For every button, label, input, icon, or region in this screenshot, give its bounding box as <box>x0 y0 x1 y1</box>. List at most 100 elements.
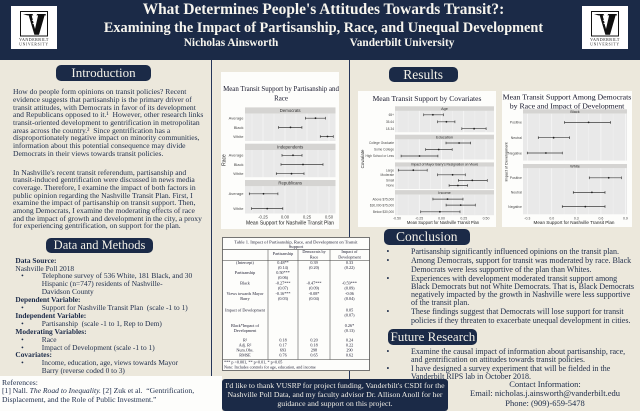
svg-text:$30,000-$75,000: $30,000-$75,000 <box>370 203 394 207</box>
svg-text:0.22: 0.22 <box>346 343 353 348</box>
svg-text:0.50***: 0.50*** <box>276 270 290 275</box>
svg-text:Positive: Positive <box>510 120 522 124</box>
svg-text:0.25: 0.25 <box>460 216 467 220</box>
svg-text:0.20: 0.20 <box>310 338 317 343</box>
svg-text:0.00: 0.00 <box>281 215 290 220</box>
svg-text:Covariate: Covariate <box>360 149 365 168</box>
svg-text:-0.27***: -0.27*** <box>275 281 290 286</box>
svg-text:Mean Transit Support by Partis: Mean Transit Support by Partisanship and <box>223 86 339 93</box>
svg-text:0.0: 0.0 <box>549 216 554 220</box>
svg-text:Democrats: Democrats <box>280 108 301 113</box>
svg-text:(0.04): (0.04) <box>309 296 320 301</box>
svg-text:(0.07): (0.07) <box>278 286 289 291</box>
svg-text:Positive: Positive <box>510 176 522 180</box>
svg-text:Partisanship: Partisanship <box>273 251 293 256</box>
svg-text:-0.59***: -0.59*** <box>342 281 357 286</box>
svg-text:(0.13): (0.13) <box>344 328 355 333</box>
svg-text:White: White <box>233 134 244 139</box>
svg-text:Black: Black <box>240 281 251 286</box>
svg-text:0.9: 0.9 <box>623 216 628 220</box>
svg-text:0.3: 0.3 <box>574 216 579 220</box>
svg-text:693: 693 <box>280 348 286 353</box>
svg-text:None: None <box>386 183 394 187</box>
svg-text:Neutral: Neutral <box>511 190 523 194</box>
svg-text:Average: Average <box>229 191 245 196</box>
svg-text:Age: Age <box>441 107 448 111</box>
svg-text:Negative: Negative <box>508 151 522 155</box>
svg-text:Average: Average <box>229 116 245 121</box>
svg-text:Impact of Mayor Barry’s Resign: Impact of Mayor Barry’s Resignation on V… <box>411 162 479 166</box>
svg-text:0.26*: 0.26* <box>345 323 354 328</box>
svg-text:0.00: 0.00 <box>438 216 445 220</box>
svg-text:Views towards Mayor: Views towards Mayor <box>227 291 265 296</box>
svg-text:Support: Support <box>289 244 304 249</box>
svg-text:Development: Development <box>338 254 361 259</box>
svg-text:High School or Less: High School or Less <box>365 154 394 158</box>
svg-text:65+: 65+ <box>389 113 395 117</box>
svg-text:(0.09): (0.09) <box>309 286 320 291</box>
svg-text:Independents: Independents <box>277 144 303 149</box>
svg-text:College Graduate: College Graduate <box>369 141 394 145</box>
svg-text:Mean Support for Nashville Tra: Mean Support for Nashville Transit Plan <box>407 220 480 225</box>
svg-text:Some College: Some College <box>374 147 394 151</box>
svg-text:UNIVERSITY: UNIVERSITY <box>19 43 49 47</box>
svg-text:Black*Impact of: Black*Impact of <box>231 323 260 328</box>
svg-text:RMSE: RMSE <box>239 353 251 358</box>
svg-text:(Intercept): (Intercept) <box>236 260 254 265</box>
svg-text:(0.14): (0.14) <box>278 265 289 270</box>
svg-text:Race: Race <box>222 154 228 166</box>
svg-text:0.48**: 0.48** <box>277 260 289 265</box>
svg-text:0.76: 0.76 <box>279 353 286 358</box>
svg-text:Average: Average <box>229 153 245 158</box>
svg-text:(0.09): (0.09) <box>344 286 355 291</box>
svg-text:Black: Black <box>234 125 244 130</box>
svg-text:(0.22): (0.22) <box>344 265 355 270</box>
svg-text:0.39: 0.39 <box>310 260 317 265</box>
svg-text:*** p <0.001, ** p<0.01, * p<0: *** p <0.001, ** p<0.01, * p<0.05 <box>224 360 282 366</box>
svg-text:Small: Small <box>386 178 394 182</box>
svg-text:0.18: 0.18 <box>279 338 286 343</box>
svg-text:Development: Development <box>234 328 257 333</box>
svg-text:-0.47***: -0.47*** <box>306 281 321 286</box>
svg-text:(0.04): (0.04) <box>344 296 355 301</box>
svg-text:Neutral: Neutral <box>511 136 523 140</box>
svg-text:Black: Black <box>234 162 244 167</box>
svg-text:298: 298 <box>311 348 317 353</box>
svg-text:0.18: 0.18 <box>310 343 317 348</box>
svg-text:Republicans: Republicans <box>278 181 302 186</box>
svg-text:0.05: 0.05 <box>346 308 353 313</box>
svg-text:Impact of: Impact of <box>341 249 358 254</box>
svg-text:White: White <box>233 171 244 176</box>
svg-text:0.25: 0.25 <box>303 215 312 220</box>
svg-text:White: White <box>233 206 244 211</box>
svg-text:Mean Transit Support by Covari: Mean Transit Support by Covariates <box>373 94 482 103</box>
svg-text:-0.25: -0.25 <box>415 216 423 220</box>
svg-text:Partisanship: Partisanship <box>235 270 255 275</box>
svg-text:0.33: 0.33 <box>346 260 353 265</box>
svg-text:Num.Obs.: Num.Obs. <box>236 348 253 353</box>
svg-text:(0.20): (0.20) <box>309 265 320 270</box>
svg-text:White: White <box>570 164 580 168</box>
svg-text:0.24: 0.24 <box>346 338 354 343</box>
svg-text:Mean Support for Nashville Tra: Mean Support for Nashville Transit Plan <box>534 220 615 225</box>
svg-text:R²: R² <box>243 338 248 343</box>
svg-text:Below $30,000: Below $30,000 <box>373 210 394 214</box>
svg-text:0.6: 0.6 <box>598 216 603 220</box>
svg-text:(0.03): (0.03) <box>278 296 289 301</box>
svg-text:18-34: 18-34 <box>386 126 394 130</box>
svg-text:-0.08*: -0.08* <box>309 291 320 296</box>
svg-text:0.50: 0.50 <box>483 216 490 220</box>
svg-text:Impact of Development: Impact of Development <box>505 141 509 181</box>
svg-text:Mean Support for Nashville Tra: Mean Support for Nashville Transit Plan <box>246 221 334 227</box>
svg-text:Adj. R²: Adj. R² <box>239 343 252 348</box>
svg-text:-0.50: -0.50 <box>393 216 401 220</box>
svg-text:35-64: 35-64 <box>386 120 394 124</box>
svg-text:Barry: Barry <box>240 296 250 301</box>
svg-text:UNIVERSITY: UNIVERSITY <box>590 43 620 47</box>
svg-text:Note: Includes controls for ag: Note: Includes controls for age, educati… <box>224 365 316 371</box>
svg-text:Negative: Negative <box>508 204 522 208</box>
svg-text:Mean Transit Support Among Dem: Mean Transit Support Among Democrats <box>503 92 632 101</box>
svg-text:(0.06): (0.06) <box>278 275 289 280</box>
svg-text:Black: Black <box>570 109 579 113</box>
svg-text:VANDERBILT: VANDERBILT <box>19 37 49 42</box>
